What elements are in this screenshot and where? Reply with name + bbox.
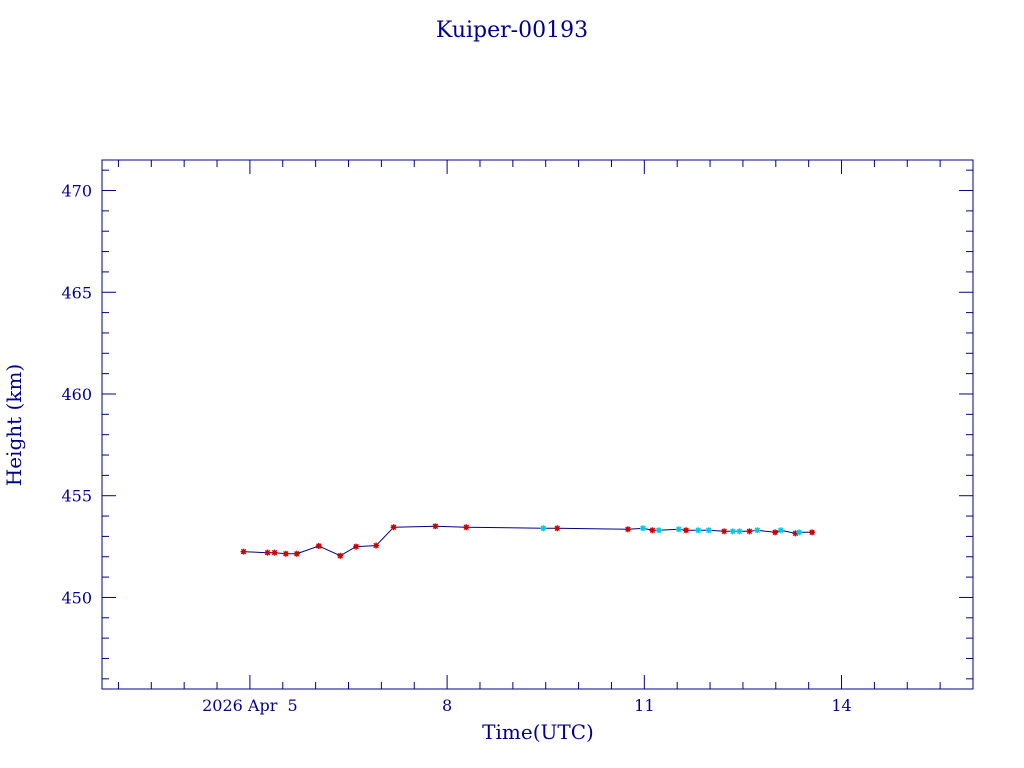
data-point [293, 550, 300, 557]
data-point [337, 552, 344, 559]
x-tick-label: 11 [634, 696, 654, 715]
y-tick-label: 455 [61, 487, 92, 506]
data-point [721, 528, 728, 535]
data-point [373, 542, 380, 549]
plot-frame [101, 159, 974, 690]
series-layer [240, 523, 816, 559]
x-tick-label: 2026 Apr 5 [202, 696, 298, 715]
y-tick-label: 465 [61, 283, 92, 302]
data-point [695, 527, 702, 534]
data-point [772, 529, 779, 536]
data-point [315, 542, 322, 549]
data-point [390, 524, 397, 531]
data-point [736, 528, 743, 535]
data-point [683, 527, 690, 534]
data-point [271, 549, 278, 556]
data-point [240, 548, 247, 555]
y-tick-label: 470 [61, 182, 92, 201]
data-point [705, 527, 712, 534]
x-tick-label: 8 [442, 696, 452, 715]
data-point [675, 526, 682, 533]
data-point [264, 549, 271, 556]
data-point [754, 527, 761, 534]
y-axis-label: Height (km) [2, 364, 26, 486]
data-point [554, 525, 561, 532]
data-point [624, 526, 631, 533]
data-point [655, 527, 662, 534]
data-point [432, 523, 439, 530]
data-point [463, 524, 470, 531]
data-point [809, 529, 816, 536]
data-point [353, 543, 360, 550]
y-tick-label: 450 [61, 588, 92, 607]
data-point [777, 527, 784, 534]
data-point [540, 525, 547, 532]
y-axis-ticks: 450 455 460 465 470 [61, 169, 973, 680]
data-point [746, 528, 753, 535]
x-tick-label: 14 [831, 696, 851, 715]
y-tick-label: 460 [61, 385, 92, 404]
x-axis-label: Time(UTC) [482, 720, 594, 744]
data-point [796, 529, 803, 536]
chart-title: Kuiper-00193 [436, 18, 588, 43]
data-point [729, 528, 736, 535]
data-point [282, 550, 289, 557]
data-point [792, 530, 799, 537]
x-axis-ticks: 2026 Apr 5 8 11 14 [117, 160, 974, 715]
data-point [639, 525, 646, 532]
data-point [649, 527, 656, 534]
